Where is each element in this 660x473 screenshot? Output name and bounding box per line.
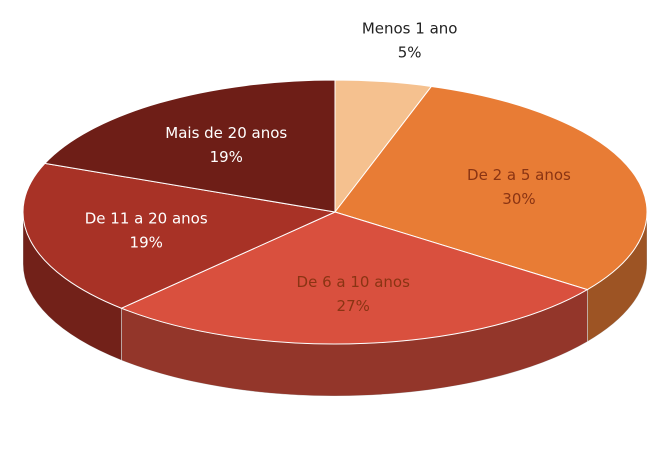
slice-value-label: 19% [210,148,243,166]
slice [22,162,337,309]
slice-side-shade [23,212,122,361]
slice [43,79,336,213]
slice-label: De 11 a 20 anos [85,209,208,227]
slice-label: De 6 a 10 anos [297,273,411,291]
slice-side-shade [587,212,647,342]
slice-value-label: 5% [398,44,422,62]
slice-value-label: 27% [337,297,370,315]
slice-side-shade [121,289,588,396]
slice-value-label: 30% [502,190,535,208]
slice [120,211,589,345]
slice [334,85,648,291]
slice-label: Menos 1 ano [362,20,458,38]
slice-value-label: 19% [130,233,163,251]
slice-label: De 2 a 5 anos [467,166,571,184]
slice-label: Mais de 20 anos [165,124,287,142]
